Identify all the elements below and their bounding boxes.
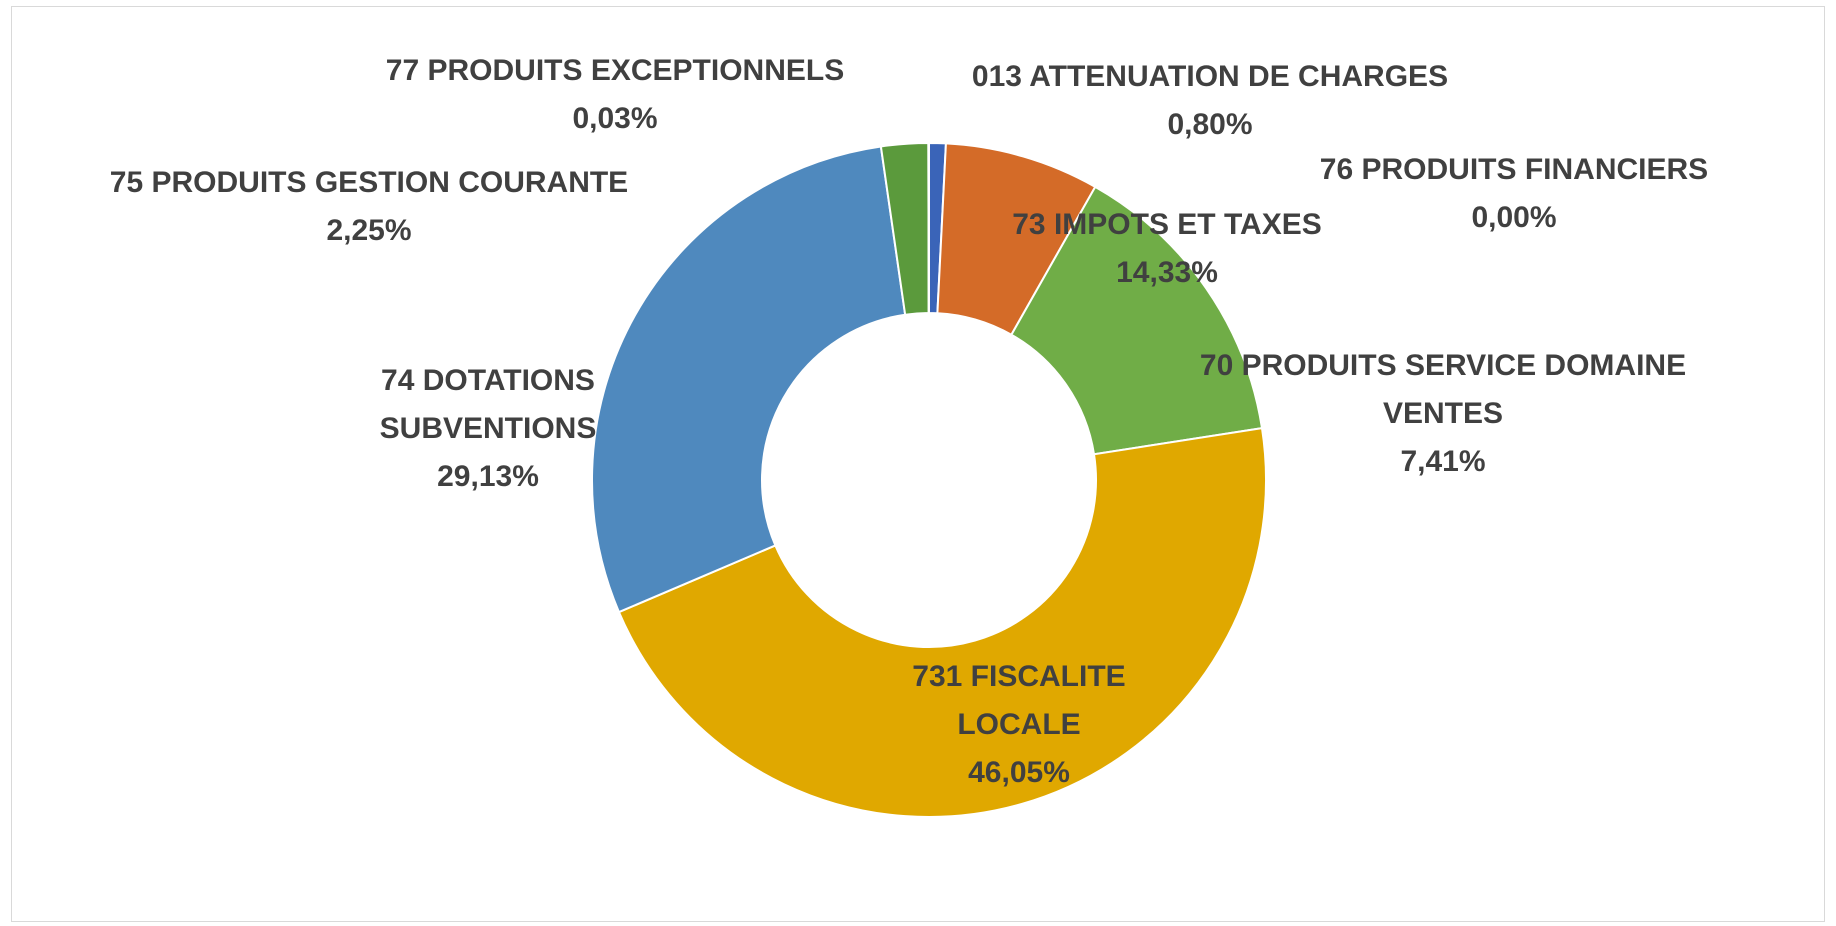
slice-percent: 29,13% <box>437 460 539 493</box>
chart-frame <box>11 6 1825 922</box>
donut-slice <box>617 426 1267 818</box>
slice-name: 013 ATTENUATION DE CHARGES <box>971 60 1449 93</box>
data-label: 70 PRODUITS SERVICE DOMAINE VENTES 7,41% <box>1163 342 1723 486</box>
data-label: 75 PRODUITS GESTION COURANTE 2,25% <box>110 159 628 255</box>
slice-percent: 2,25% <box>326 214 412 247</box>
slice-name: 70 PRODUITS SERVICE DOMAINE VENTES <box>1199 349 1687 430</box>
data-label: 013 ATTENUATION DE CHARGES 0,80% <box>972 53 1448 149</box>
slice-name: 73 IMPOTS ET TAXES <box>1012 208 1322 241</box>
slice-name: 731 FISCALITE LOCALE <box>912 660 1126 741</box>
donut-slice <box>1010 185 1264 456</box>
data-label: 73 IMPOTS ET TAXES 14,33% <box>1012 201 1322 297</box>
slice-percent: 0,03% <box>572 102 658 135</box>
slice-name: 76 PRODUITS FINANCIERS <box>1319 153 1709 186</box>
data-label: 76 PRODUITS FINANCIERS 0,00% <box>1320 146 1708 242</box>
slice-percent: 0,80% <box>1167 108 1253 141</box>
slice-name: 75 PRODUITS GESTION COURANTE <box>109 166 629 199</box>
data-label: 731 FISCALITE LOCALE 46,05% <box>889 653 1149 797</box>
slice-percent: 0,00% <box>1471 201 1557 234</box>
slice-percent: 46,05% <box>968 756 1070 789</box>
donut-slice <box>927 141 930 315</box>
data-label: 74 DOTATIONS SUBVENTIONS 29,13% <box>358 357 618 501</box>
slice-percent: 14,33% <box>1116 256 1218 289</box>
slice-percent: 7,41% <box>1400 445 1486 478</box>
slice-name: 74 DOTATIONS SUBVENTIONS <box>379 364 597 445</box>
donut-slice <box>591 145 907 614</box>
slice-name: 77 PRODUITS EXCEPTIONNELS <box>385 54 845 87</box>
data-label: 77 PRODUITS EXCEPTIONNELS 0,03% <box>386 47 844 143</box>
